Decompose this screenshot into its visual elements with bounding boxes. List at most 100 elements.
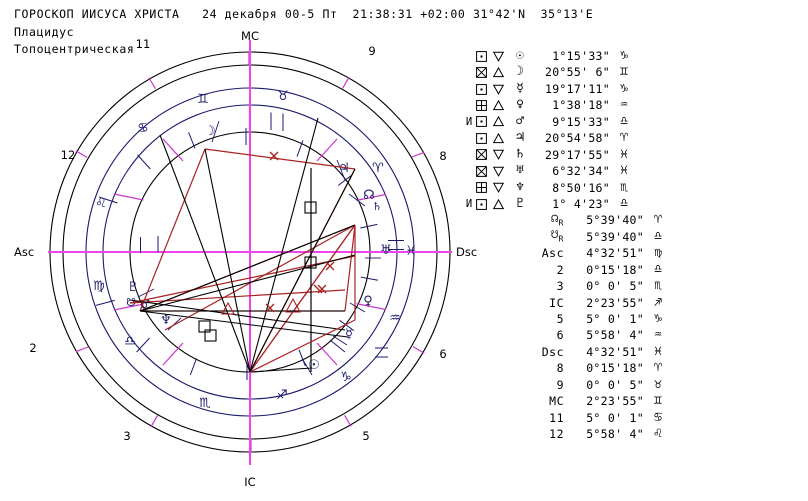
point-label: 9 [556, 377, 564, 392]
position-degrees: 20°55' 6" [544, 65, 610, 80]
point-position-row: 11 5° 0' 1" ♋ [462, 410, 669, 426]
planet-pointer-lines [137, 120, 381, 376]
sign-glyph: ♊ [620, 64, 628, 80]
aspect-trine-marker [285, 297, 301, 313]
tri-down-icon [493, 149, 510, 161]
sq-dot-icon [476, 116, 493, 128]
aspect-line-right-red [249, 225, 356, 373]
page-title: ГОРОСКОП ИИСУСА ХРИСТА 24 декабря 00-5 П… [14, 7, 594, 21]
point-label: 11 [549, 410, 564, 425]
planet-glyph: ☉ [516, 48, 524, 63]
chart-axes [48, 40, 452, 465]
sign-glyph: ♓ [620, 146, 628, 162]
point-label: Dsc [541, 344, 564, 359]
sign-glyph-taurus: ♉ [277, 89, 289, 104]
position-degrees: 5°39'40" [586, 213, 644, 228]
sign-glyph: ♎ [654, 261, 662, 277]
sign-ring-divisions [86, 128, 379, 380]
sign-glyph-aries: ♈ [372, 161, 384, 176]
planet-glyph: ☿ [516, 80, 524, 96]
sign-glyph-aquarius: ♒ [389, 311, 401, 326]
sign-glyph: ♓ [654, 343, 662, 359]
sign-glyph: ♏ [654, 278, 662, 294]
planet-glyph: ♆ [516, 179, 524, 195]
house-number-9: 9 [368, 44, 375, 58]
planet-glyph-northnode: ☊ [363, 188, 375, 203]
house-number-2: 2 [29, 341, 36, 355]
position-degrees: 1°38'18" [552, 98, 610, 113]
point-position-row: 12 5°58' 4" ♌ [462, 426, 669, 442]
point-position-row: 9 0° 0' 5" ♉ [462, 377, 669, 393]
point-label: IC [549, 295, 564, 310]
sq-dot-icon [476, 198, 493, 210]
dsc-label: Dsc [456, 245, 477, 259]
planet-glyph-pluto: ♇ [127, 280, 139, 295]
sign-glyph-cancer: ♋ [137, 121, 149, 136]
sq-x-icon [476, 165, 493, 177]
tri-up-icon [493, 100, 510, 111]
sq-x-icon [476, 149, 493, 161]
sign-glyph: ♑ [620, 80, 628, 96]
planet-glyph-moon: ☽ [204, 124, 216, 139]
point-label: 3 [556, 279, 564, 294]
point-position-row: MC 2°23'55" ♊ [462, 393, 669, 409]
planet-glyph: ♇ [516, 195, 524, 211]
sign-glyph: ♋ [654, 409, 662, 425]
sign-glyph: ♊ [654, 393, 662, 409]
zodiac-sign-glyphs: ♊ ♉ ♈ ♓ ♒ ♑ ♐ ♏ ♎ ♍ ♌ ♋ [93, 89, 417, 411]
position-degrees: 1°15'33" [552, 49, 610, 63]
position-degrees: 5°58' 4" [586, 328, 644, 343]
position-degrees: 0°15'18" [586, 361, 644, 376]
planet-rows-group: ☉ 1°15'33" ♑ ☽ 20°55' 6" ♊ ☿ 19°17'11" ♑ [462, 48, 669, 212]
point-position-row: ☋R 5°39'40" ♎ [462, 227, 669, 245]
point-position-row: 5 5° 0' 1" ♑ [462, 311, 669, 327]
sign-glyph-libra: ♎ [124, 334, 136, 349]
sign-glyph: ♈ [620, 130, 628, 146]
planet-position-row: ☽ 20°55' 6" ♊ [462, 64, 669, 80]
aspect-square-marker [304, 201, 317, 214]
position-degrees: 1° 4'23" [552, 196, 610, 211]
planet-glyph-mars: ♂ [140, 298, 150, 311]
house-number-3: 3 [123, 429, 130, 443]
tri-down-icon [493, 51, 510, 62]
planet-position-row: ♆ 8°50'16" ♏ [462, 180, 669, 196]
point-position-row: 8 0°15'18" ♈ [462, 360, 669, 376]
planet-glyph: ♀ [516, 97, 524, 113]
house-number-12: 12 [61, 148, 76, 162]
sq-dot-icon [476, 133, 493, 144]
tri-up-icon [493, 67, 510, 78]
position-degrees: 2°23'55" [586, 295, 644, 310]
position-degrees: 0°15'18" [586, 262, 644, 277]
point-label: ☋R [551, 227, 564, 244]
planet-glyph-venus: ♀ [363, 294, 373, 309]
planet-glyph-neptune: ♆ [160, 313, 172, 328]
planet-glyph-uranus: ♅ [380, 243, 392, 258]
planet-degree-ticks [140, 112, 404, 358]
sign-glyph: ♌ [654, 426, 662, 442]
planet-position-row: ♄ 29°17'55" ♓ [462, 147, 669, 163]
sign-glyph: ♐ [654, 294, 662, 310]
coordinate-system-label: Топоцентрическая [14, 42, 135, 56]
sign-glyph: ♎ [654, 228, 662, 244]
house-system-label: Плацидус [14, 25, 75, 39]
sq-dot-icon [476, 83, 493, 95]
tri-up-icon [493, 132, 510, 144]
aspect-symbols [198, 151, 335, 342]
point-label: 6 [556, 328, 564, 343]
point-label: ☊R [551, 210, 564, 228]
position-degrees: 6°32'34" [552, 164, 610, 179]
horoscope-wheel: MC IC Asc Dsc 11 12 2 3 5 6 8 9 ♊ ♉ ♈ ♓ … [14, 29, 477, 489]
house-numbers: 11 12 2 3 5 6 8 9 [29, 37, 446, 443]
point-rows-group: ☊R 5°39'40" ♈ ☋R 5°39'40" ♎ Asc 4°32'51" ♍ 2 0°15'… [462, 211, 669, 442]
point-label: 12 [549, 427, 564, 442]
position-degrees: 29°17'55" [544, 147, 610, 162]
sign-glyph-scorpio: ♏ [199, 396, 211, 411]
planet-position-row: ♀ 1°38'18" ♒ [462, 97, 669, 113]
position-degrees: 5° 0' 1" [586, 410, 644, 425]
position-degrees: 5°58' 4" [586, 427, 644, 442]
point-label: 5 [556, 312, 564, 326]
point-position-row: ☊R 5°39'40" ♈ [462, 211, 669, 228]
tri-down-icon [493, 182, 510, 194]
point-label: 2 [556, 262, 564, 277]
sign-glyph: ♑ [620, 48, 628, 63]
